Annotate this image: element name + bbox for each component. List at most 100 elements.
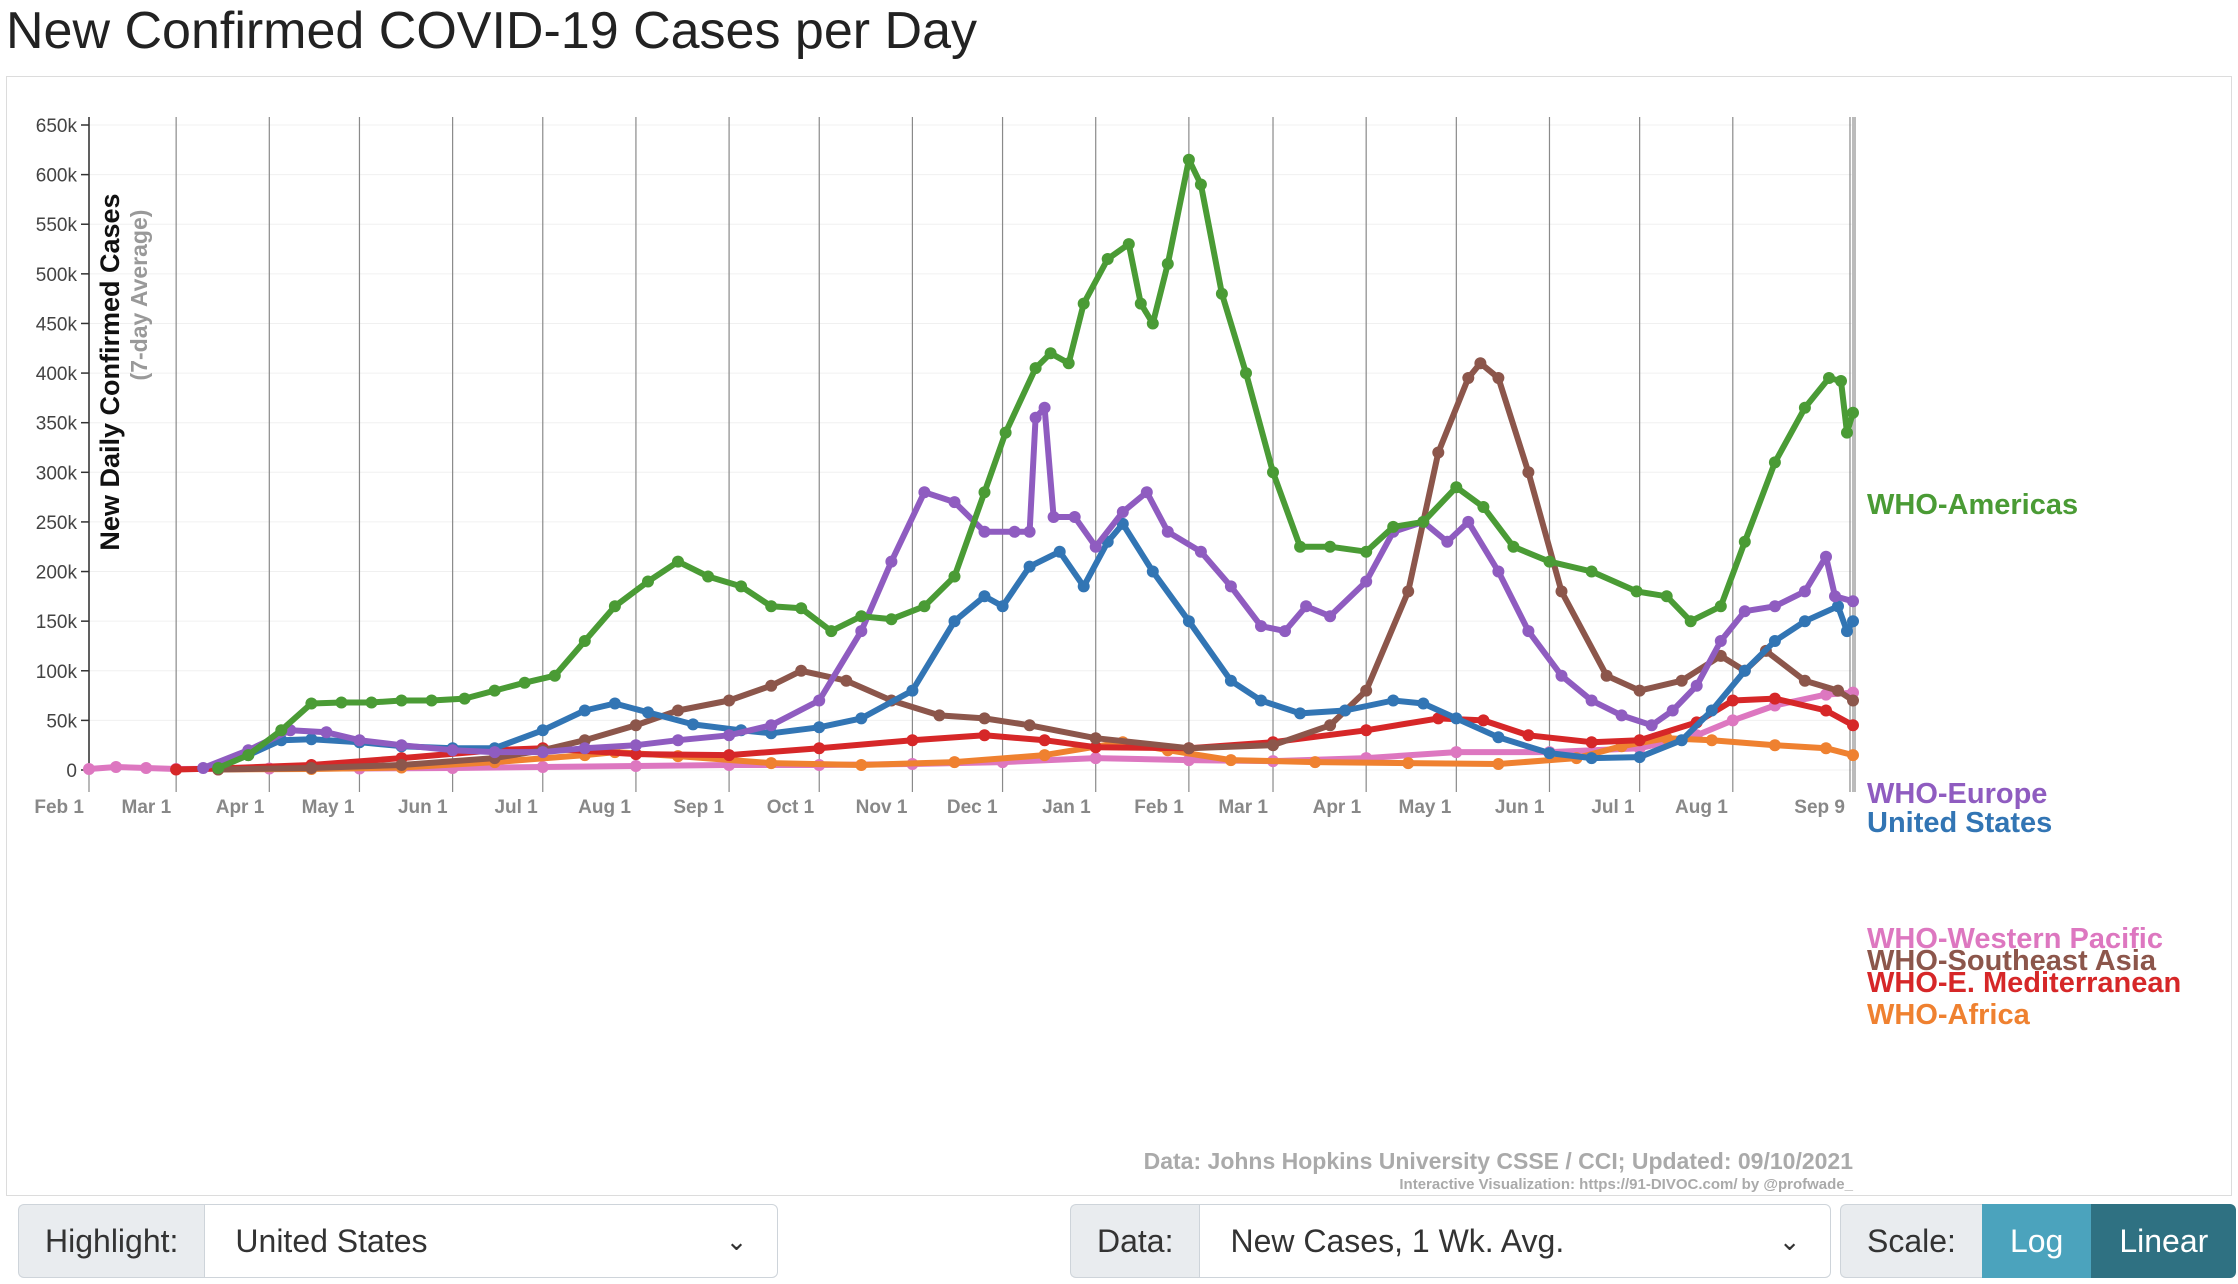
x-tick-label: Apr 1 xyxy=(1313,797,1362,818)
data-point xyxy=(83,763,95,775)
data-point xyxy=(765,757,778,770)
data-point xyxy=(1492,758,1505,770)
data-point xyxy=(1294,707,1307,720)
data-source-note: Data: Johns Hopkins University CSSE / CC… xyxy=(1144,1148,1854,1174)
series-lines xyxy=(83,153,1859,776)
data-point xyxy=(948,496,961,509)
y-tick-label: 350k xyxy=(36,414,78,435)
data-point xyxy=(1585,752,1598,765)
x-tick-label: Apr 1 xyxy=(216,797,265,818)
data-point xyxy=(1738,535,1751,548)
data-point xyxy=(1360,575,1373,588)
data-point xyxy=(723,729,736,742)
data-point xyxy=(578,742,591,755)
y-tick-label: 250k xyxy=(36,513,78,534)
data-point xyxy=(1224,674,1237,687)
data-point xyxy=(1360,684,1373,697)
x-tick-label: Oct 1 xyxy=(767,797,815,818)
x-tick-label: Aug 1 xyxy=(1675,797,1728,818)
data-point xyxy=(1300,600,1313,613)
data-point xyxy=(1089,540,1102,553)
data-point xyxy=(395,694,408,707)
data-point xyxy=(1738,664,1751,677)
data-point xyxy=(1714,600,1727,613)
data-point xyxy=(885,555,898,568)
data-point xyxy=(458,692,471,705)
data-point xyxy=(1029,362,1042,375)
data-point xyxy=(1600,669,1613,682)
data-point xyxy=(1038,401,1051,414)
data-point xyxy=(1450,481,1463,494)
data-point xyxy=(1705,704,1718,717)
data-point xyxy=(1324,540,1337,553)
data-point xyxy=(1633,684,1646,697)
data-value: New Cases, 1 Wk. Avg. xyxy=(1230,1222,1565,1259)
series-who-southeast-asia xyxy=(212,357,1859,776)
data-point xyxy=(578,635,591,647)
data-point xyxy=(242,749,255,762)
data-point xyxy=(275,724,288,737)
series-end-label: WHO-Southeast Asia xyxy=(1867,945,2157,977)
data-point xyxy=(1146,317,1159,330)
x-tick-label: Dec 1 xyxy=(947,797,998,818)
data-point xyxy=(1820,550,1832,563)
data-point xyxy=(1847,694,1859,707)
data-point xyxy=(1675,674,1688,687)
data-point xyxy=(1798,401,1811,414)
data-point xyxy=(629,719,642,732)
data-point xyxy=(1387,694,1400,707)
data-point xyxy=(1417,515,1430,528)
data-point xyxy=(212,762,225,774)
data-point xyxy=(672,734,684,747)
data-point xyxy=(110,761,122,773)
data-point xyxy=(425,694,438,707)
data-point xyxy=(1522,466,1535,479)
x-tick-label: Feb 1 xyxy=(1134,797,1184,818)
data-point xyxy=(1038,749,1051,762)
data-point xyxy=(1462,515,1475,528)
data-control: Data: New Cases, 1 Wk. Avg. ⌄ xyxy=(1070,1204,1832,1278)
data-point xyxy=(1768,600,1781,613)
x-tick-label: May 1 xyxy=(302,797,355,818)
data-point xyxy=(687,718,699,731)
y-tick-label: 400k xyxy=(36,364,78,385)
x-tick-label: Jun 1 xyxy=(1495,797,1545,818)
scale-linear-button[interactable]: Linear xyxy=(2091,1204,2237,1278)
data-point xyxy=(1543,555,1556,568)
data-point xyxy=(813,694,826,707)
data-point xyxy=(948,615,961,628)
data-point xyxy=(1630,585,1643,598)
data-point xyxy=(608,600,621,613)
data-point xyxy=(1255,694,1267,707)
data-point xyxy=(1726,694,1739,707)
data-point xyxy=(978,590,991,603)
data-point xyxy=(702,570,715,583)
data-point xyxy=(1360,724,1373,737)
data-point xyxy=(855,610,868,623)
y-tick-label: 600k xyxy=(36,166,78,187)
data-point xyxy=(1324,610,1337,623)
data-point xyxy=(765,600,778,613)
data-point xyxy=(1507,540,1520,553)
data-point xyxy=(1666,704,1679,717)
data-point xyxy=(353,734,366,747)
data-point xyxy=(395,739,408,752)
highlight-select[interactable]: United States ⌄ xyxy=(204,1204,779,1278)
data-point xyxy=(1432,712,1445,725)
data-point xyxy=(1633,751,1646,764)
data-point xyxy=(1492,565,1505,578)
data-point xyxy=(1684,615,1697,628)
scale-log-button[interactable]: Log xyxy=(1981,1204,2092,1278)
data-point xyxy=(1077,580,1090,593)
credit-note: Interactive Visualization: https://91-DI… xyxy=(1399,1176,1853,1193)
data-point xyxy=(765,719,778,732)
data-point xyxy=(1675,734,1688,747)
data-point xyxy=(642,706,654,719)
data-point xyxy=(1023,560,1036,573)
y-axis-subtitle: (7-day Average) xyxy=(126,210,152,381)
data-point xyxy=(1441,535,1454,548)
line-chart: 0 50k 100k 150k 200k 250k 300k 350k 400k 450k 500k… xyxy=(34,116,2181,1193)
data-point xyxy=(1008,525,1021,538)
data-point xyxy=(825,625,838,638)
data-select[interactable]: New Cases, 1 Wk. Avg. ⌄ xyxy=(1199,1204,1832,1278)
